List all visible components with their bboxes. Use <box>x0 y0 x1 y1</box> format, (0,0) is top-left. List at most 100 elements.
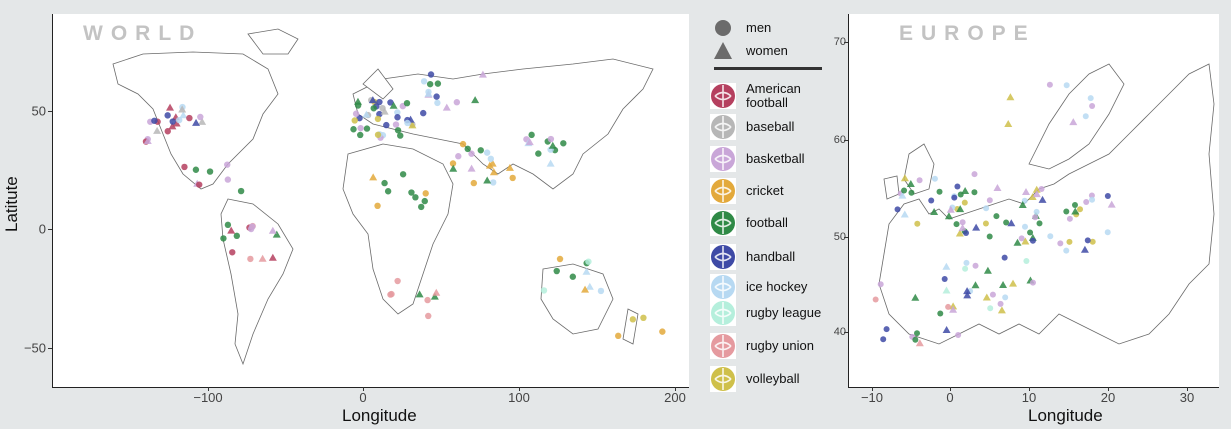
men-team-marker <box>961 199 968 206</box>
women-team-marker <box>982 293 991 301</box>
legend-item-ice-hockey: ice hockey <box>710 274 826 300</box>
men-team-marker <box>394 127 402 134</box>
men-team-marker <box>1089 238 1096 245</box>
men-team-marker <box>220 235 227 242</box>
women-team-marker <box>227 226 236 234</box>
men-team-marker <box>397 132 404 139</box>
women-team-marker <box>368 96 377 104</box>
men-team-marker <box>370 105 377 112</box>
men-team-marker <box>197 113 204 121</box>
men-team-marker <box>381 179 388 187</box>
women-team-marker <box>1071 207 1080 215</box>
women-team-marker <box>900 174 909 182</box>
world-x-tick: −100 <box>193 390 223 405</box>
women-team-marker <box>178 105 187 113</box>
men-team-marker <box>629 316 637 323</box>
men-team-marker <box>877 281 884 288</box>
women-team-marker <box>369 173 378 181</box>
men-team-marker <box>394 114 401 121</box>
men-team-marker <box>914 220 921 227</box>
men-team-marker <box>1087 95 1094 102</box>
women-team-marker <box>1007 219 1016 227</box>
men-team-marker <box>1003 219 1010 226</box>
men-team-marker <box>424 296 431 304</box>
rugby-league-icon <box>710 300 736 326</box>
men-team-marker <box>1029 279 1036 286</box>
men-team-marker <box>1023 258 1030 265</box>
men-team-marker <box>464 145 471 153</box>
men-team-marker <box>403 99 411 107</box>
men-team-marker <box>982 220 989 227</box>
men-team-marker <box>1036 220 1043 227</box>
men-team-marker <box>1001 254 1008 261</box>
men-team-marker <box>989 291 996 298</box>
women-team-marker <box>362 110 371 118</box>
x-tick-mark <box>675 387 676 391</box>
women-team-marker <box>389 101 398 109</box>
men-team-marker <box>483 149 491 156</box>
men-team-marker <box>392 121 400 128</box>
women-team-marker <box>906 179 915 187</box>
legend-item-women: women <box>710 38 788 64</box>
y-tick-mark <box>48 229 52 230</box>
women-team-marker <box>408 121 417 129</box>
women-team-marker <box>268 226 277 234</box>
men-team-marker <box>433 93 440 100</box>
y-tick-mark <box>844 140 848 141</box>
men-team-marker <box>951 194 958 201</box>
men-team-marker <box>434 80 442 87</box>
men-team-marker <box>354 102 362 109</box>
women-team-marker <box>1013 238 1022 246</box>
men-team-marker <box>883 326 890 333</box>
men-team-marker <box>468 150 475 157</box>
men-team-marker <box>422 190 429 197</box>
x-tick-mark <box>363 387 364 391</box>
women-team-marker <box>1107 200 1116 208</box>
men-team-marker <box>237 187 245 195</box>
women-team-marker <box>198 117 207 125</box>
europe-x-tick: 30 <box>1179 390 1195 405</box>
men-team-marker <box>164 128 171 135</box>
men-team-marker <box>983 205 990 212</box>
y-tick-mark <box>844 237 848 238</box>
women-team-marker <box>1080 245 1089 253</box>
men-team-marker <box>963 259 970 266</box>
men-team-marker <box>1029 237 1036 244</box>
men-team-marker <box>972 262 979 269</box>
women-team-marker <box>488 159 497 167</box>
women-team-marker <box>963 287 972 295</box>
men-team-marker <box>509 174 516 182</box>
men-team-marker <box>374 115 382 123</box>
men-team-marker <box>1084 237 1091 244</box>
men-team-marker <box>954 183 961 190</box>
men-team-marker <box>585 258 592 265</box>
europe-x-tick: 20 <box>1100 390 1116 405</box>
europe-map-plot <box>872 63 1215 347</box>
men-team-marker <box>547 135 555 143</box>
men-team-marker <box>997 300 1004 307</box>
women-team-marker <box>961 187 970 195</box>
legend-item-rugby-union: rugby union <box>710 333 826 359</box>
american-football-icon <box>710 83 736 109</box>
men-team-marker <box>455 153 462 160</box>
women-team-marker <box>380 107 389 115</box>
men-team-marker <box>1089 196 1096 203</box>
men-team-marker <box>151 117 158 124</box>
world-title: WORLD <box>83 22 203 45</box>
men-team-marker <box>384 188 392 195</box>
men-team-marker <box>928 197 935 204</box>
men-team-marker <box>420 109 427 117</box>
men-team-marker <box>196 181 203 188</box>
men-team-marker <box>383 121 390 129</box>
women-team-marker <box>272 230 281 238</box>
europe-x-tick: −10 <box>860 390 884 405</box>
men-team-marker <box>1089 103 1096 110</box>
men-team-marker <box>387 99 394 106</box>
women-team-marker <box>489 168 498 176</box>
women-team-marker <box>483 176 492 184</box>
women-team-marker <box>972 223 981 231</box>
legend-label: American football <box>746 81 801 110</box>
women-team-marker <box>1032 190 1041 198</box>
men-team-marker <box>356 114 363 122</box>
basketball-icon <box>710 146 736 172</box>
